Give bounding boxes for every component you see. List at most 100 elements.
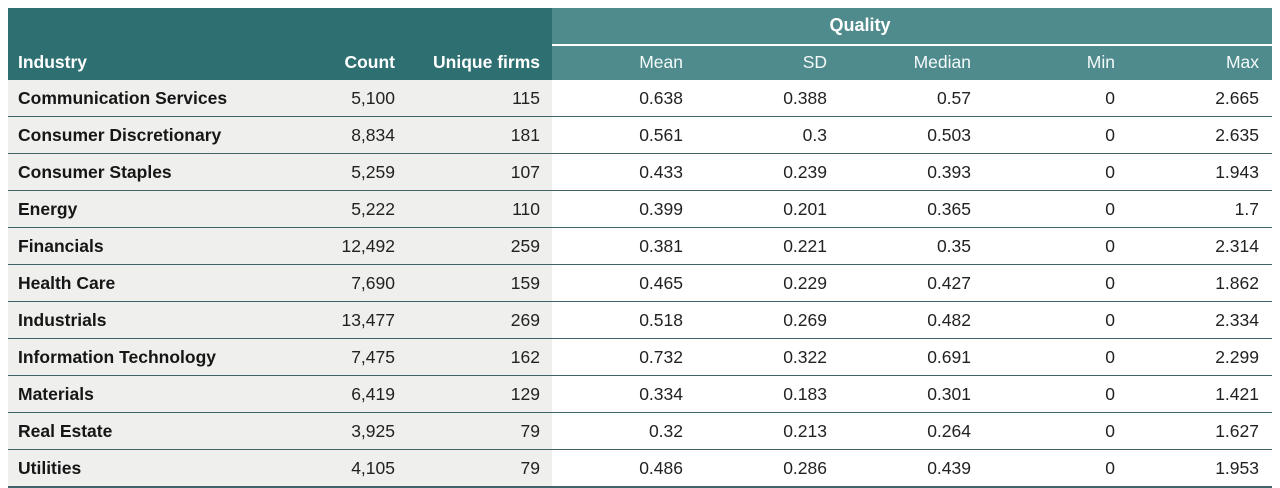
cell-industry: Communication Services [8, 80, 310, 116]
cell-unique-firms: 79 [403, 412, 552, 449]
cell-count: 12,492 [310, 227, 403, 264]
cell-count: 6,419 [310, 375, 403, 412]
cell-sd: 0.269 [696, 301, 840, 338]
cell-min: 0 [984, 116, 1128, 153]
cell-sd: 0.388 [696, 80, 840, 116]
cell-max: 2.299 [1128, 338, 1272, 375]
cell-mean: 0.32 [552, 412, 696, 449]
cell-mean: 0.334 [552, 375, 696, 412]
table-row: Health Care 7,690 159 0.465 0.229 0.427 … [8, 264, 1272, 301]
cell-mean: 0.433 [552, 153, 696, 190]
cell-industry: Health Care [8, 264, 310, 301]
sub-header-row: Mean SD Median Min Max [8, 46, 1272, 80]
cell-max: 2.635 [1128, 116, 1272, 153]
cell-industry: Utilities [8, 449, 310, 488]
table-body: Communication Services 5,100 115 0.638 0… [8, 80, 1272, 488]
cell-median: 0.482 [840, 301, 984, 338]
cell-unique-firms: 159 [403, 264, 552, 301]
cell-industry: Real Estate [8, 412, 310, 449]
cell-max: 1.7 [1128, 190, 1272, 227]
cell-count: 13,477 [310, 301, 403, 338]
cell-median: 0.57 [840, 80, 984, 116]
cell-median: 0.691 [840, 338, 984, 375]
cell-mean: 0.381 [552, 227, 696, 264]
cell-median: 0.503 [840, 116, 984, 153]
table-row: Financials 12,492 259 0.381 0.221 0.35 0… [8, 227, 1272, 264]
cell-sd: 0.183 [696, 375, 840, 412]
cell-min: 0 [984, 338, 1128, 375]
cell-industry: Consumer Discretionary [8, 116, 310, 153]
cell-median: 0.393 [840, 153, 984, 190]
cell-sd: 0.3 [696, 116, 840, 153]
cell-unique-firms: 110 [403, 190, 552, 227]
cell-min: 0 [984, 264, 1128, 301]
cell-max: 2.314 [1128, 227, 1272, 264]
cell-max: 2.334 [1128, 301, 1272, 338]
column-header-max: Max [1128, 46, 1272, 80]
cell-unique-firms: 259 [403, 227, 552, 264]
cell-max: 1.627 [1128, 412, 1272, 449]
group-header-row: Industry Count Unique firms Quality [8, 8, 1272, 80]
table-row: Communication Services 5,100 115 0.638 0… [8, 80, 1272, 116]
cell-mean: 0.486 [552, 449, 696, 488]
cell-industry: Financials [8, 227, 310, 264]
cell-sd: 0.322 [696, 338, 840, 375]
column-header-sd: SD [696, 46, 840, 80]
cell-mean: 0.518 [552, 301, 696, 338]
cell-max: 2.665 [1128, 80, 1272, 116]
cell-max: 1.421 [1128, 375, 1272, 412]
table-row: Materials 6,419 129 0.334 0.183 0.301 0 … [8, 375, 1272, 412]
cell-max: 1.943 [1128, 153, 1272, 190]
cell-sd: 0.286 [696, 449, 840, 488]
cell-max: 1.862 [1128, 264, 1272, 301]
cell-sd: 0.221 [696, 227, 840, 264]
cell-median: 0.35 [840, 227, 984, 264]
cell-count: 5,222 [310, 190, 403, 227]
cell-industry: Industrials [8, 301, 310, 338]
cell-median: 0.439 [840, 449, 984, 488]
column-header-unique-firms: Unique firms [403, 8, 552, 80]
cell-sd: 0.239 [696, 153, 840, 190]
table-row: Consumer Discretionary 8,834 181 0.561 0… [8, 116, 1272, 153]
table-row: Information Technology 7,475 162 0.732 0… [8, 338, 1272, 375]
cell-count: 4,105 [310, 449, 403, 488]
cell-min: 0 [984, 190, 1128, 227]
cell-sd: 0.229 [696, 264, 840, 301]
cell-unique-firms: 181 [403, 116, 552, 153]
column-header-min: Min [984, 46, 1128, 80]
cell-count: 7,690 [310, 264, 403, 301]
cell-min: 0 [984, 412, 1128, 449]
cell-median: 0.365 [840, 190, 984, 227]
cell-min: 0 [984, 80, 1128, 116]
cell-sd: 0.213 [696, 412, 840, 449]
cell-count: 7,475 [310, 338, 403, 375]
cell-unique-firms: 115 [403, 80, 552, 116]
cell-median: 0.301 [840, 375, 984, 412]
cell-count: 5,100 [310, 80, 403, 116]
cell-unique-firms: 162 [403, 338, 552, 375]
cell-median: 0.427 [840, 264, 984, 301]
cell-min: 0 [984, 227, 1128, 264]
cell-industry: Energy [8, 190, 310, 227]
industry-quality-summary-table-wrap: Industry Count Unique firms Quality Mean… [8, 8, 1272, 488]
cell-count: 5,259 [310, 153, 403, 190]
table-header: Industry Count Unique firms Quality Mean… [8, 8, 1272, 80]
cell-mean: 0.561 [552, 116, 696, 153]
cell-max: 1.953 [1128, 449, 1272, 488]
cell-industry: Consumer Staples [8, 153, 310, 190]
column-header-count: Count [310, 8, 403, 80]
cell-min: 0 [984, 375, 1128, 412]
cell-industry: Information Technology [8, 338, 310, 375]
cell-mean: 0.638 [552, 80, 696, 116]
table-row: Utilities 4,105 79 0.486 0.286 0.439 0 1… [8, 449, 1272, 488]
cell-mean: 0.465 [552, 264, 696, 301]
cell-industry: Materials [8, 375, 310, 412]
table-row: Real Estate 3,925 79 0.32 0.213 0.264 0 … [8, 412, 1272, 449]
cell-sd: 0.201 [696, 190, 840, 227]
table-row: Industrials 13,477 269 0.518 0.269 0.482… [8, 301, 1272, 338]
cell-mean: 0.399 [552, 190, 696, 227]
table-row: Energy 5,222 110 0.399 0.201 0.365 0 1.7 [8, 190, 1272, 227]
group-header-quality: Quality [552, 8, 1272, 46]
column-header-industry: Industry [8, 8, 310, 80]
column-header-mean: Mean [552, 46, 696, 80]
